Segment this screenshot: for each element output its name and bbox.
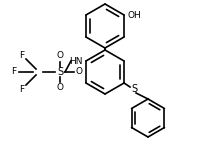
Text: O: O — [76, 68, 83, 76]
Text: O: O — [56, 83, 64, 93]
Text: S: S — [131, 84, 137, 94]
Text: HN: HN — [69, 56, 83, 66]
Text: F: F — [19, 51, 25, 59]
Text: F: F — [19, 84, 25, 93]
Text: S: S — [57, 67, 63, 77]
Text: OH: OH — [127, 10, 141, 20]
Text: F: F — [11, 68, 17, 76]
Text: O: O — [56, 52, 64, 61]
